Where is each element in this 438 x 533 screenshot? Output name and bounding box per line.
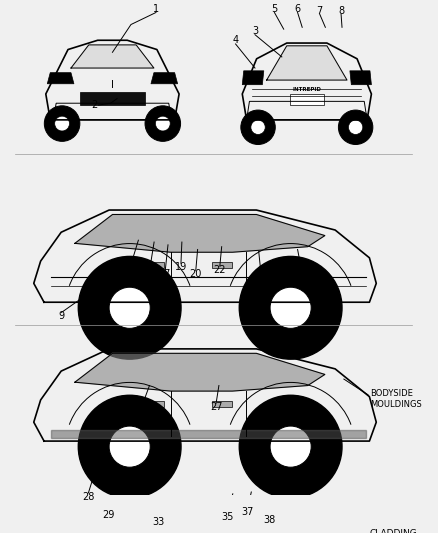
Circle shape (239, 256, 341, 359)
Text: 2: 2 (91, 100, 97, 110)
Text: 5: 5 (271, 4, 277, 14)
Circle shape (109, 426, 150, 467)
Text: 14: 14 (122, 272, 134, 282)
Circle shape (109, 287, 150, 328)
Text: 37: 37 (241, 507, 253, 518)
Text: INTREPID: INTREPID (292, 87, 321, 92)
Text: 17: 17 (159, 270, 171, 279)
Text: 19: 19 (174, 262, 187, 272)
Polygon shape (212, 401, 232, 407)
Circle shape (269, 287, 311, 328)
Text: 20: 20 (189, 270, 201, 279)
Polygon shape (143, 401, 163, 407)
Circle shape (348, 120, 362, 134)
Circle shape (44, 106, 80, 141)
Text: 15: 15 (143, 270, 155, 279)
Text: 4: 4 (232, 35, 238, 45)
Text: 6: 6 (294, 4, 300, 14)
Polygon shape (51, 430, 365, 438)
Polygon shape (151, 72, 177, 84)
Circle shape (78, 256, 180, 359)
Polygon shape (143, 262, 163, 268)
Circle shape (78, 395, 180, 498)
Polygon shape (242, 71, 263, 85)
Polygon shape (289, 94, 323, 105)
Text: 35: 35 (221, 512, 233, 522)
Text: 29: 29 (102, 510, 115, 520)
Circle shape (239, 395, 341, 498)
Text: 8: 8 (337, 6, 343, 15)
Circle shape (145, 106, 180, 141)
Text: BODYSIDE
MOULDINGS: BODYSIDE MOULDINGS (369, 390, 420, 409)
Polygon shape (349, 71, 371, 85)
Text: CLADDING: CLADDING (369, 529, 417, 533)
Polygon shape (75, 214, 324, 252)
Polygon shape (266, 46, 346, 80)
Text: 38: 38 (263, 515, 276, 525)
Text: 22: 22 (213, 265, 226, 275)
Text: 27: 27 (209, 402, 222, 412)
Text: 26: 26 (137, 402, 149, 412)
Text: 1: 1 (152, 4, 159, 14)
Polygon shape (47, 72, 74, 84)
Text: 28: 28 (82, 491, 94, 502)
Text: 10: 10 (255, 277, 267, 287)
Text: 7: 7 (316, 6, 322, 15)
Text: 3: 3 (251, 26, 258, 36)
Circle shape (240, 110, 275, 144)
Polygon shape (75, 353, 324, 391)
Text: 24: 24 (295, 272, 308, 282)
Circle shape (338, 110, 372, 144)
Text: 9: 9 (58, 311, 64, 321)
Polygon shape (212, 262, 232, 268)
Polygon shape (80, 92, 145, 105)
Circle shape (250, 120, 265, 134)
Circle shape (269, 426, 311, 467)
Circle shape (155, 116, 170, 131)
Text: 33: 33 (152, 516, 165, 527)
Circle shape (55, 116, 69, 131)
Polygon shape (71, 45, 154, 68)
